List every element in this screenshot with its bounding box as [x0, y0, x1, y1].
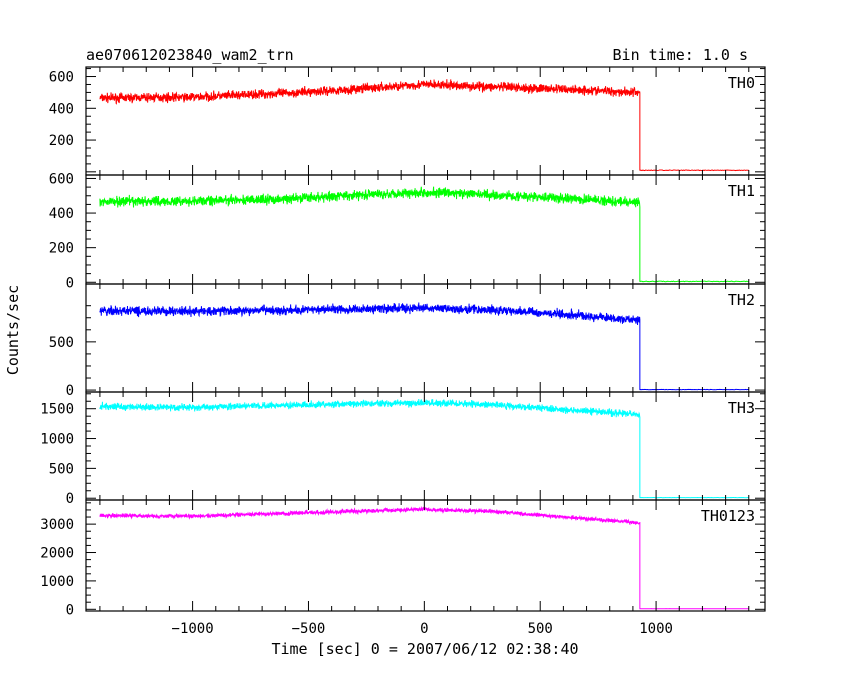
x-tick-label: 1000 [639, 621, 673, 637]
y-tick-label: 500 [49, 335, 74, 351]
panel-th3: 0 500 1000 1500 TH3 [40, 391, 766, 507]
x-axis-label: Time [sec] 0 = 2007/06/12 02:38:40 [271, 640, 578, 658]
panels-group: 200 400 600 TH0 0 200 400 600 TH1 0 500 TH2 0 500 1000… [40, 66, 766, 637]
series-line-th0123 [99, 505, 749, 610]
y-tick-label: 400 [49, 101, 74, 117]
series-line-th3 [99, 399, 749, 499]
y-tick-label: 0 [66, 383, 74, 399]
y-tick-label: 600 [49, 171, 74, 187]
panel-label-th0123: TH0123 [701, 507, 755, 525]
panel-label-th0: TH0 [728, 74, 755, 92]
y-tick-label: 1000 [40, 432, 74, 448]
chart-subtitle: Bin time: 1.0 s [613, 46, 748, 64]
y-tick-label: 3000 [40, 517, 74, 533]
panel-label-th2: TH2 [728, 291, 755, 309]
series-line-th0 [99, 79, 749, 172]
y-tick-label: 2000 [40, 546, 74, 562]
series-line-th1 [99, 186, 749, 283]
y-tick-label: 200 [49, 133, 74, 149]
y-tick-label: 400 [49, 206, 74, 222]
y-tick-label: 1500 [40, 402, 74, 418]
panel-th2: 0 500 TH2 [49, 283, 766, 399]
y-tick-label: 600 [49, 70, 74, 86]
panel-frame [85, 174, 766, 285]
panel-label-th3: TH3 [728, 399, 755, 417]
x-tick-label: 500 [528, 621, 553, 637]
panel-th0: 200 400 600 TH0 [49, 66, 766, 176]
panel-th1: 0 200 400 600 TH1 [49, 171, 766, 291]
panel-frame [85, 499, 766, 612]
y-tick-label: 0 [66, 602, 74, 618]
chart-title: ae070612023840_wam2_trn [86, 46, 294, 64]
x-tick-label: −1000 [172, 621, 214, 637]
y-tick-label: 500 [49, 461, 74, 477]
y-tick-label: 1000 [40, 574, 74, 590]
panel-label-th1: TH1 [728, 182, 755, 200]
panel-frame [85, 283, 766, 393]
x-tick-label: 0 [420, 621, 428, 637]
series-line-th2 [99, 302, 749, 391]
y-axis-label: Counts/sec [4, 285, 22, 375]
y-tick-label: 0 [66, 491, 74, 507]
panel-th0123: 0 1000 2000 3000 TH0123 [40, 499, 766, 618]
y-tick-label: 200 [49, 241, 74, 257]
y-tick-label: 0 [66, 275, 74, 291]
x-tick-label: −500 [292, 621, 326, 637]
